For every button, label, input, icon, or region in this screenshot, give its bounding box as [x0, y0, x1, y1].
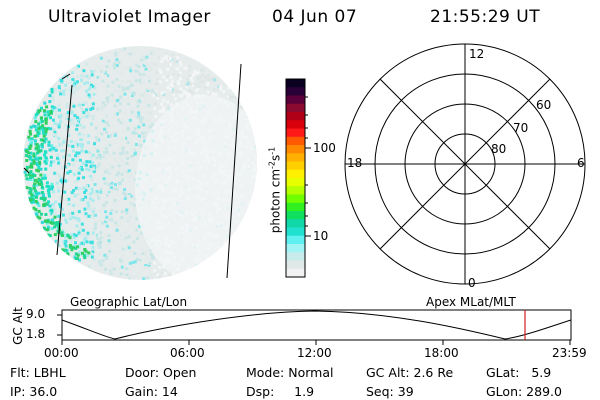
meridian-line-left	[56, 84, 73, 256]
observation-date: 04 Jun 07	[272, 7, 358, 27]
info-filter: Flt: LBHL	[10, 365, 66, 380]
color-scale-bar	[286, 79, 305, 278]
polar-ring-label-70: 70	[513, 121, 529, 135]
geographic-label: Geographic Lat/Lon	[70, 295, 188, 309]
meridian-line-right	[226, 63, 242, 279]
altitude-timeline-plot	[57, 309, 572, 345]
gc-alt-axis-title: GC Alt	[11, 307, 25, 345]
polar-grid	[344, 43, 586, 285]
x-tick-0000: 00:00	[44, 346, 79, 360]
polar-label-12: 12	[469, 47, 485, 61]
instrument-title: Ultraviolet Imager	[48, 7, 211, 27]
info-door: Door: Open	[125, 365, 197, 380]
info-mode: Mode: Normal	[246, 365, 334, 380]
info-gain: Gain: 14	[125, 384, 178, 399]
x-tick-1800: 18:00	[424, 346, 459, 360]
polar-ring-label-60: 60	[536, 98, 552, 112]
uv-earth-image	[23, 46, 257, 280]
colorbar-tick-10: 10	[313, 229, 329, 243]
info-gc-alt: GC Alt: 2.6 Re	[366, 365, 454, 380]
limb-tick-top	[61, 73, 71, 80]
colorbar-ticks	[305, 96, 311, 237]
limb-tick-left	[23, 167, 30, 174]
info-dsp: Dsp: 1.9	[246, 384, 315, 399]
y-tick-1-8: 1.8	[26, 327, 46, 341]
altitude-curve	[61, 310, 572, 340]
x-tick-1200: 12:00	[297, 346, 332, 360]
colorbar-units-label: photon cm-2s-1	[267, 146, 283, 234]
apex-label: Apex MLat/MLT	[426, 295, 516, 309]
observation-time: 21:55:29 UT	[430, 7, 541, 27]
info-glat: GLat: 5.9	[486, 365, 552, 380]
info-seq: Seq: 39	[366, 384, 414, 399]
x-tick-0600: 06:00	[170, 346, 205, 360]
x-tick-2359: 23:59	[552, 346, 587, 360]
colorbar-tick-100: 100	[313, 141, 336, 155]
y-tick-9: 9.0	[26, 307, 46, 321]
polar-label-18: 18	[347, 156, 363, 170]
polar-label-0: 0	[468, 276, 476, 290]
polar-ring-label-80: 80	[491, 142, 507, 156]
polar-label-6: 6	[577, 156, 585, 170]
info-glon: GLon: 289.0	[486, 384, 562, 399]
info-ip: IP: 36.0	[10, 384, 58, 399]
